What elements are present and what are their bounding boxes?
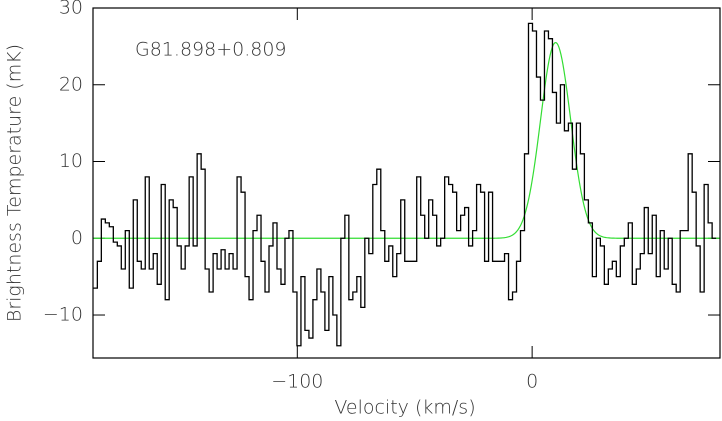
- plot-frame: [92, 7, 721, 359]
- gaussian-fit: [93, 41, 720, 239]
- y-axis-label: Brightness Temperature (mK): [4, 44, 26, 322]
- y-tick-label: 0: [71, 227, 83, 249]
- y-tick-label: 10: [59, 150, 83, 172]
- x-tick-label: 0: [526, 371, 538, 393]
- y-tick-label: −10: [43, 304, 83, 326]
- x-tick-label: −100: [271, 371, 323, 393]
- annotation: G81.898+0.809: [135, 39, 287, 61]
- spectrum: [93, 22, 717, 347]
- x-axis-label: Velocity (km/s): [334, 397, 475, 419]
- y-tick-label: 30: [59, 0, 83, 19]
- y-tick-label: 20: [59, 73, 83, 95]
